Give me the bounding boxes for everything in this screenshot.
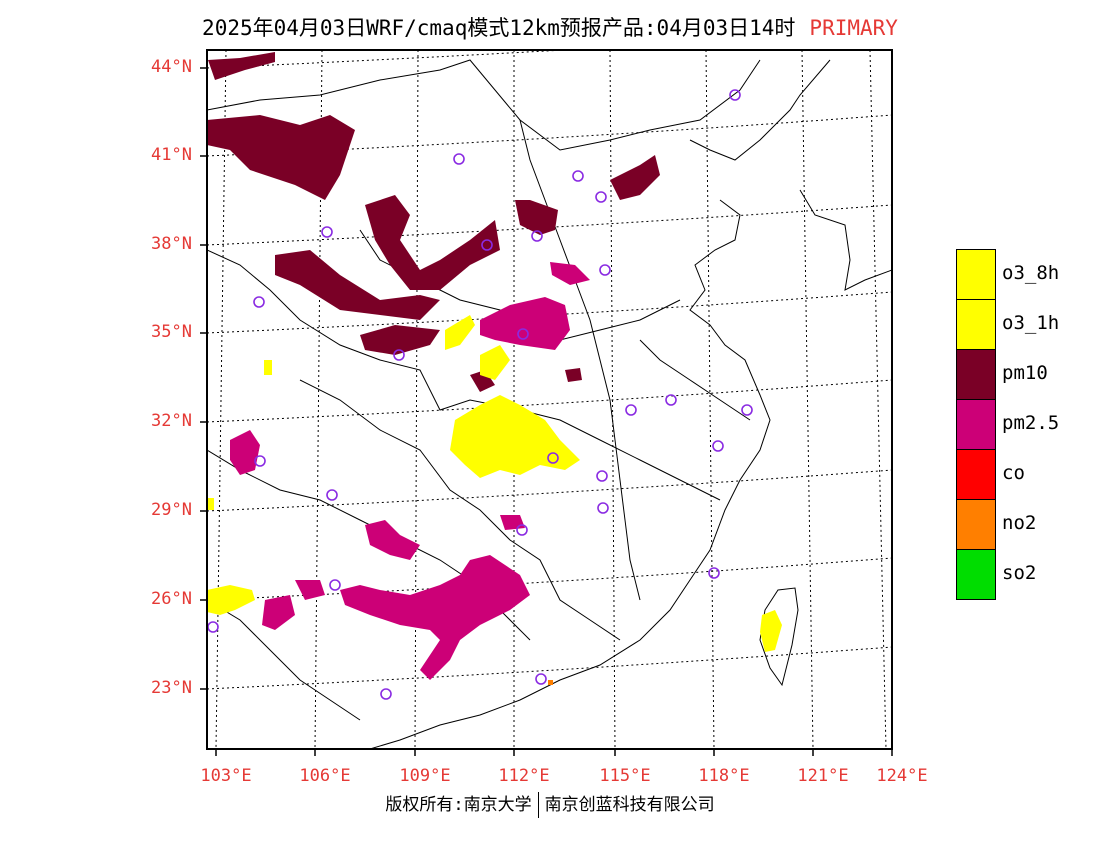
station-markers [207, 89, 753, 700]
border-inner-1 [207, 249, 721, 501]
station-marker [517, 328, 529, 340]
coastline [369, 59, 831, 749]
station-marker [741, 404, 753, 416]
lon-label: 124°E [876, 766, 928, 786]
legend-item-co: co [956, 449, 1100, 500]
lat-label: 26°N [151, 589, 192, 609]
legend-label: co [1002, 462, 1025, 484]
legend-swatch [956, 399, 996, 450]
legend-item-o3-1h: o3_1h [956, 299, 1100, 350]
lat-label: 38°N [151, 234, 192, 254]
pm25-regions [230, 262, 590, 680]
legend-swatch [956, 249, 996, 300]
lat-label: 23°N [151, 678, 192, 698]
lat-label: 35°N [151, 322, 192, 342]
station-marker [625, 404, 637, 416]
footer-right: 南京创蓝科技有限公司 [544, 795, 715, 815]
legend-label: no2 [1002, 512, 1037, 534]
legend-label: pm2.5 [1002, 412, 1060, 434]
legend-item-o3-8h: o3_8h [956, 249, 1100, 300]
station-marker [326, 489, 338, 501]
lon-label: 115°E [599, 766, 651, 786]
legend-item-so2: so2 [956, 549, 1100, 600]
lon-label: 121°E [797, 766, 849, 786]
station-marker [321, 226, 333, 238]
border-inner-3 [519, 119, 641, 601]
legend-item-pm10: pm10 [956, 349, 1100, 400]
title-tag: PRIMARY [809, 16, 898, 40]
station-marker [595, 191, 607, 203]
lon-label: 103°E [200, 766, 252, 786]
station-marker [535, 673, 547, 685]
legend-swatch [956, 449, 996, 500]
station-marker [453, 153, 465, 165]
lon-label: 112°E [498, 766, 550, 786]
lat-label: 41°N [151, 145, 192, 165]
no2-regions [548, 680, 553, 685]
border-inner-6 [207, 599, 361, 721]
pm10-regions [207, 52, 660, 392]
lat-label: 32°N [151, 411, 192, 431]
lat-label: 44°N [151, 57, 192, 77]
map-frame [206, 49, 893, 750]
border-inner-2 [299, 379, 621, 641]
station-marker [572, 170, 584, 182]
legend-item-no2: no2 [956, 499, 1100, 550]
station-marker [329, 579, 341, 591]
legend-swatch [956, 299, 996, 350]
legend-swatch [956, 549, 996, 600]
title-main: 2025年04月03日WRF/cmaq模式12km预报产品:04月03日14时 [202, 16, 796, 40]
station-marker [708, 567, 720, 579]
station-marker [253, 296, 265, 308]
lon-label: 118°E [698, 766, 750, 786]
peninsula-outline [799, 189, 892, 291]
station-marker [547, 452, 559, 464]
legend-label: o3_1h [1002, 312, 1060, 334]
lon-label: 106°E [299, 766, 351, 786]
station-marker [597, 502, 609, 514]
station-marker [393, 349, 405, 361]
legend-item-pm25: pm2.5 [956, 399, 1100, 450]
station-marker [207, 621, 219, 633]
station-marker [712, 440, 724, 452]
station-marker [481, 239, 493, 251]
legend-label: pm10 [1002, 362, 1048, 384]
station-marker [729, 89, 741, 101]
lon-label: 109°E [399, 766, 451, 786]
station-marker [254, 455, 266, 467]
station-marker [380, 688, 392, 700]
station-marker [665, 394, 677, 406]
legend-label: o3_8h [1002, 262, 1060, 284]
axis-ticks [200, 67, 893, 756]
station-marker [531, 230, 543, 242]
map-title: 2025年04月03日WRF/cmaq模式12km预报产品:04月03日14时 P… [0, 12, 1100, 42]
legend-swatch [956, 349, 996, 400]
station-marker [596, 470, 608, 482]
legend-swatch [956, 499, 996, 550]
footer-left: 版权所有:南京大学 [385, 795, 532, 815]
pollutant-legend: o3_8h o3_1h pm10 pm2.5 co no2 so2 [956, 249, 1100, 600]
lat-label: 29°N [151, 500, 192, 520]
station-marker [516, 524, 528, 536]
footer-divider [537, 792, 539, 818]
legend-label: so2 [1002, 562, 1037, 584]
station-marker [599, 264, 611, 276]
border-inner-7 [639, 339, 751, 421]
copyright-footer: 版权所有:南京大学 南京创蓝科技有限公司 [0, 790, 1100, 818]
